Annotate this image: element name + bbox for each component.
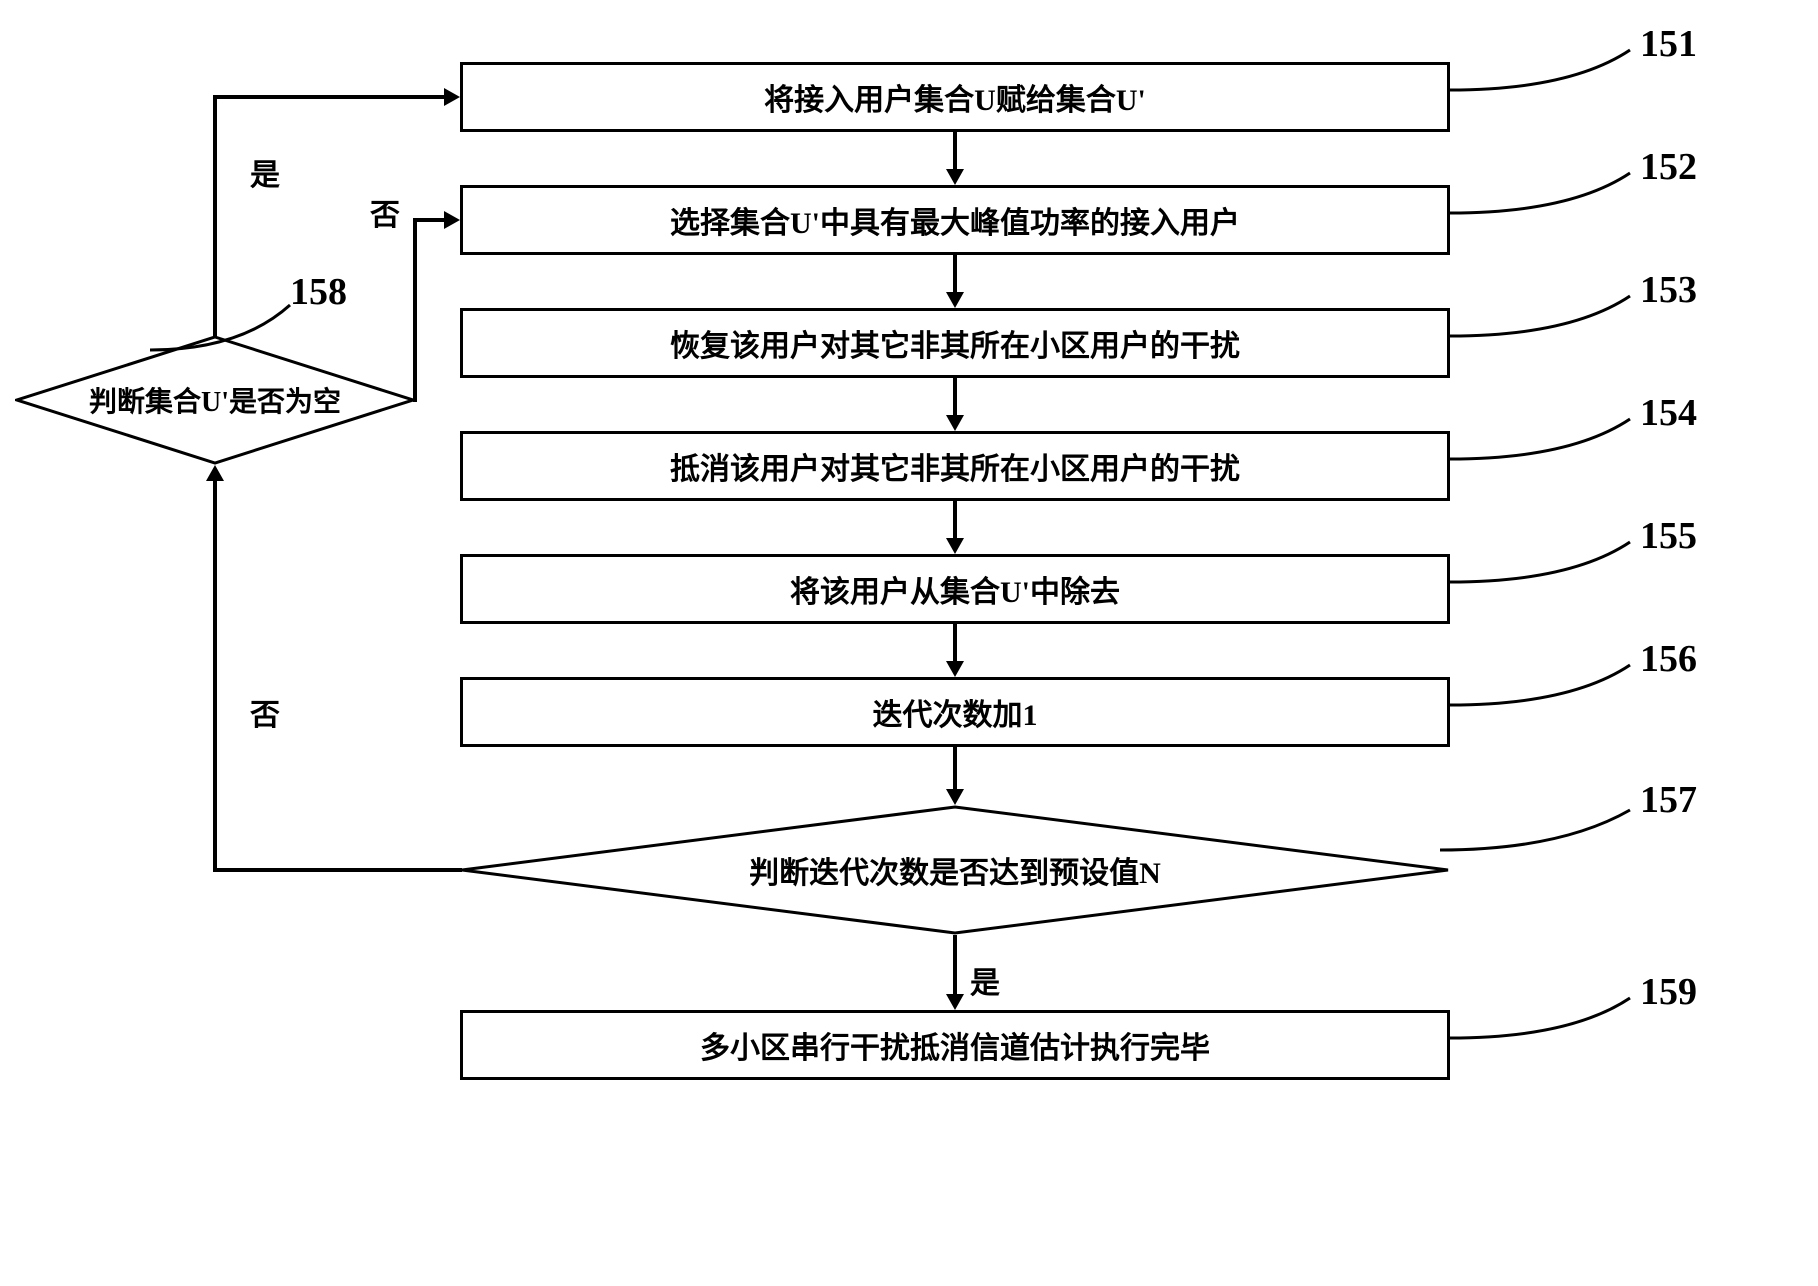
edge-line xyxy=(953,378,957,415)
arrow-head-icon xyxy=(946,661,964,677)
flow-step-155: 将该用户从集合U'中除去 xyxy=(460,554,1450,624)
node-label: 抵消该用户对其它非其所在小区用户的干扰 xyxy=(670,444,1240,488)
ref-number: 156 xyxy=(1640,637,1697,681)
edge-line xyxy=(213,95,444,99)
arrow-head-icon xyxy=(946,994,964,1010)
arrow-head-icon xyxy=(444,88,460,106)
edge-line xyxy=(953,501,957,538)
leader-line xyxy=(1450,532,1640,602)
edge-line xyxy=(953,624,957,661)
edge-line xyxy=(953,935,957,994)
edge-line xyxy=(413,218,444,222)
arrow-head-icon xyxy=(946,538,964,554)
arrow-head-icon xyxy=(946,415,964,431)
leader-line xyxy=(1450,655,1640,725)
ref-number: 155 xyxy=(1640,514,1697,558)
edge-line xyxy=(213,868,462,872)
edge-label-no: 否 xyxy=(250,690,280,734)
edge-line xyxy=(213,481,217,872)
node-label: 多小区串行干扰抵消信道估计执行完毕 xyxy=(700,1023,1210,1067)
arrow-head-icon xyxy=(946,292,964,308)
flow-step-156: 迭代次数加1 xyxy=(460,677,1450,747)
leader-line xyxy=(1450,286,1640,356)
edge-label-no: 否 xyxy=(370,190,400,234)
ref-number: 153 xyxy=(1640,268,1697,312)
ref-number: 151 xyxy=(1640,22,1697,66)
ref-number: 152 xyxy=(1640,145,1697,189)
edge-line xyxy=(413,218,417,402)
flow-step-152: 选择集合U'中具有最大峰值功率的接入用户 xyxy=(460,185,1450,255)
edge-label-yes: 是 xyxy=(970,958,1000,1002)
arrow-head-icon xyxy=(946,169,964,185)
node-label: 判断迭代次数是否达到预设值N xyxy=(749,848,1161,892)
flow-step-153: 恢复该用户对其它非其所在小区用户的干扰 xyxy=(460,308,1450,378)
arrow-head-icon xyxy=(206,465,224,481)
node-label: 迭代次数加1 xyxy=(873,690,1038,734)
node-label: 将该用户从集合U'中除去 xyxy=(790,567,1120,611)
flow-step-151: 将接入用户集合U赋给集合U' xyxy=(460,62,1450,132)
flow-step-159: 多小区串行干扰抵消信道估计执行完毕 xyxy=(460,1010,1450,1080)
node-label: 恢复该用户对其它非其所在小区用户的干扰 xyxy=(670,321,1240,365)
arrow-head-icon xyxy=(444,211,460,229)
arrow-head-icon xyxy=(946,789,964,805)
edge-line xyxy=(953,132,957,169)
edge-line xyxy=(953,255,957,292)
node-label: 判断集合U'是否为空 xyxy=(89,380,341,420)
leader-line xyxy=(1450,163,1640,233)
leader-line xyxy=(1450,40,1640,110)
ref-number: 159 xyxy=(1640,970,1697,1014)
node-label: 将接入用户集合U赋给集合U' xyxy=(764,75,1146,119)
edge-line xyxy=(953,747,957,789)
ref-number: 154 xyxy=(1640,391,1697,435)
leader-line xyxy=(1440,800,1640,860)
edge-label-yes: 是 xyxy=(250,150,280,194)
flow-decision-157: 判断迭代次数是否达到预设值N xyxy=(460,805,1450,935)
node-label: 选择集合U'中具有最大峰值功率的接入用户 xyxy=(670,198,1240,242)
ref-number: 157 xyxy=(1640,778,1697,822)
leader-line xyxy=(150,300,300,360)
leader-line xyxy=(1450,409,1640,479)
flow-step-154: 抵消该用户对其它非其所在小区用户的干扰 xyxy=(460,431,1450,501)
leader-line xyxy=(1450,988,1640,1058)
